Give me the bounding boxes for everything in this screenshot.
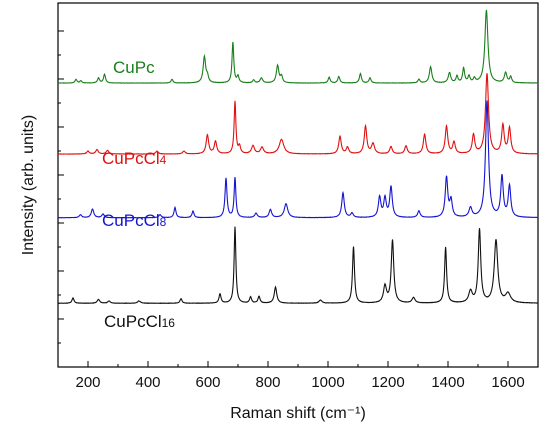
y-axis-title: Intensity (arb. units) xyxy=(20,115,37,256)
spectrum-cupccl16 xyxy=(57,226,539,305)
x-tick-label: 1400 xyxy=(431,374,464,391)
x-tick-label: 1200 xyxy=(371,374,404,391)
y-axis-ticks xyxy=(58,30,64,344)
x-tick-label: 400 xyxy=(135,374,160,391)
x-tick-label: 800 xyxy=(255,374,280,391)
series-label-cupc: CuPc xyxy=(113,58,155,77)
x-tick-label: 1000 xyxy=(311,374,344,391)
spectrum-cupc xyxy=(57,9,539,84)
x-axis-ticks: 200 400 600 800 1000 1200 1400 1600 xyxy=(57,361,539,391)
series-label-cupccl4: CuPcCl4 xyxy=(102,149,167,168)
x-tick-label: 200 xyxy=(75,374,100,391)
spectrum-cupccl8 xyxy=(57,100,539,219)
series-label-cupccl8: CuPcCl8 xyxy=(102,211,167,230)
series-labels: CuPc CuPcCl4 CuPcCl8 CuPcCl16 xyxy=(102,58,175,331)
series-label-cupccl16: CuPcCl16 xyxy=(104,312,175,331)
spectra-group xyxy=(57,9,539,305)
x-axis-title: Raman shift (cm⁻¹) xyxy=(230,405,366,422)
x-tick-label: 1600 xyxy=(491,374,524,391)
x-tick-label: 600 xyxy=(195,374,220,391)
spectrum-cupccl4 xyxy=(57,73,539,155)
